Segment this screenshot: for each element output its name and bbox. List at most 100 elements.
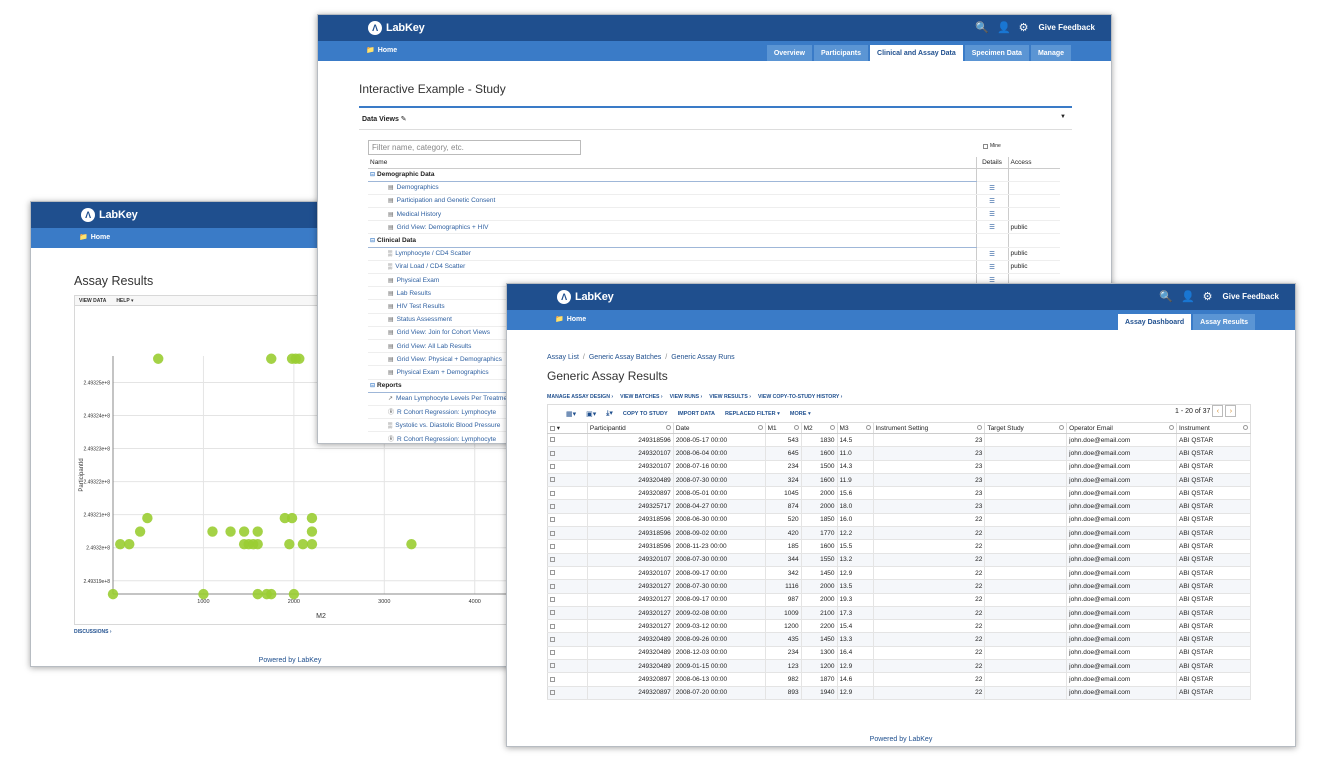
row-checkbox[interactable] <box>550 530 555 536</box>
home-link[interactable]: 📁 Home <box>366 46 397 55</box>
tab-overview[interactable]: Overview <box>766 45 812 61</box>
prev-page-button[interactable]: ‹ <box>1212 405 1224 417</box>
data-view-link[interactable]: Medical History <box>396 210 442 218</box>
row-select-cell[interactable] <box>547 513 588 528</box>
table-row[interactable]: 249325717 2008-04-27 00:00 874 2000 18.0 23 jo… <box>547 499 1251 514</box>
row-select-cell[interactable] <box>547 632 588 647</box>
breadcrumb-runs[interactable]: Generic Assay Runs <box>671 354 735 361</box>
give-feedback-link[interactable]: Give Feedback <box>1222 292 1279 301</box>
more-menu[interactable]: MORE ▾ <box>789 410 811 417</box>
details-list-icon[interactable]: ☰ <box>989 250 995 258</box>
row-checkbox[interactable] <box>550 450 555 456</box>
user-icon[interactable]: 👤 <box>996 22 1011 34</box>
table-row[interactable]: 249320897 2008-06-13 00:00 982 1870 14.6 22 jo… <box>547 672 1251 687</box>
column-header-details[interactable]: Details <box>975 157 1008 169</box>
data-view-link[interactable]: HIV Test Results <box>396 302 445 310</box>
import-data-button[interactable]: IMPORT DATA <box>677 410 715 417</box>
details-list-icon[interactable]: ☰ <box>989 224 995 232</box>
row-checkbox[interactable] <box>550 517 555 523</box>
data-view-link[interactable]: R Cohort Regression: Lymphocyte <box>397 435 497 443</box>
row-checkbox[interactable] <box>550 464 555 470</box>
row-select-cell[interactable] <box>547 672 588 687</box>
tab-clinical-and-assay-data[interactable]: Clinical and Assay Data <box>870 45 963 61</box>
details-list-icon[interactable]: ☰ <box>989 184 995 192</box>
table-row[interactable]: 249320127 2009-02-08 00:00 1009 2100 17.3 22 j… <box>547 606 1251 621</box>
filter-input[interactable]: Filter name, category, etc. <box>368 140 581 155</box>
data-view-link[interactable]: Physical Exam + Demographics <box>396 368 489 376</box>
data-view-link[interactable]: Participation and Genetic Consent <box>396 197 496 205</box>
row-checkbox[interactable] <box>550 503 555 509</box>
details-list-icon[interactable]: ☰ <box>989 277 995 285</box>
row-select-cell[interactable] <box>547 539 588 554</box>
data-view-link[interactable]: Mean Lymphocyte Levels Per Treatment <box>396 395 513 403</box>
row-checkbox[interactable] <box>550 676 555 682</box>
data-view-link[interactable]: R Cohort Regression: Lymphocyte <box>397 409 497 417</box>
row-select-cell[interactable] <box>547 593 588 607</box>
table-row[interactable]: 249320489 2009-01-15 00:00 123 1200 12.9 22 jo… <box>547 659 1251 674</box>
collapse-caret-icon[interactable]: ▼ <box>1060 114 1066 120</box>
row-checkbox[interactable] <box>550 650 555 656</box>
mine-checkbox[interactable]: Mine <box>983 143 1001 149</box>
tab-assay-dashboard[interactable]: Assay Dashboard <box>1118 314 1192 330</box>
copy-to-study-button[interactable]: COPY TO STUDY <box>622 410 668 417</box>
row-select-cell[interactable] <box>547 619 588 634</box>
data-view-link[interactable]: Lab Results <box>396 289 431 297</box>
view-results-link[interactable]: VIEW RESULTS › <box>709 394 751 400</box>
sort-filter-icon[interactable] <box>977 425 983 430</box>
row-checkbox[interactable] <box>550 477 555 483</box>
row-select-cell[interactable] <box>547 460 588 474</box>
table-row[interactable]: 249320127 2008-09-17 00:00 987 2000 19.3 22 jo… <box>547 593 1251 607</box>
details-list-icon[interactable]: ☰ <box>989 211 995 219</box>
sort-filter-icon[interactable] <box>665 425 671 430</box>
help-menu[interactable]: HELP ▾ <box>116 298 134 304</box>
column-header-instrument[interactable]: Instrument <box>1176 422 1251 434</box>
column-header-instrument-setting[interactable]: Instrument Setting <box>873 422 986 434</box>
row-select-cell[interactable] <box>547 553 588 567</box>
home-link[interactable]: 📁 Home <box>79 233 110 242</box>
sort-filter-icon[interactable] <box>829 425 835 430</box>
home-link[interactable]: 📁 Home <box>555 315 586 324</box>
data-view-link[interactable]: Grid View: All Lab Results <box>396 342 472 350</box>
grid-view-icon[interactable]: ▦▾ <box>566 410 577 418</box>
data-view-link[interactable]: Viral Load / CD4 Scatter <box>395 263 466 271</box>
gear-icon[interactable]: ⚙ <box>1202 291 1213 303</box>
table-row[interactable]: 249320107 2008-07-16 00:00 234 1500 14.3 23 jo… <box>547 460 1251 474</box>
table-row[interactable]: 249320107 2008-07-30 00:00 344 1550 13.2 22 jo… <box>547 553 1251 567</box>
row-checkbox[interactable] <box>550 437 555 443</box>
row-checkbox[interactable] <box>550 610 555 616</box>
view-batches-link[interactable]: VIEW BATCHES › <box>620 394 663 400</box>
data-views-title[interactable]: Data Views ✎ <box>362 116 407 123</box>
replaced-filter-menu[interactable]: REPLACED FILTER ▾ <box>725 410 780 417</box>
row-select-cell[interactable] <box>547 526 588 541</box>
table-row[interactable]: 249320107 2008-09-17 00:00 342 1450 12.9 22 jo… <box>547 566 1251 581</box>
tab-participants[interactable]: Participants <box>813 45 869 61</box>
row-checkbox[interactable] <box>550 570 555 576</box>
select-all-checkbox[interactable]: ▾ <box>547 422 588 434</box>
give-feedback-link[interactable]: Give Feedback <box>1038 23 1095 32</box>
collapse-minus-icon[interactable]: ⊟ <box>370 383 376 390</box>
next-page-button[interactable]: › <box>1225 405 1237 417</box>
row-select-cell[interactable] <box>547 499 588 514</box>
data-view-row[interactable]: ▤ Demographics ☰ <box>368 181 1060 195</box>
labkey-logo[interactable]: Λ LabKey <box>368 21 425 35</box>
table-row[interactable]: 249320127 2009-03-12 00:00 1200 2200 15.4 22 j… <box>547 619 1251 634</box>
row-select-cell[interactable] <box>547 659 588 674</box>
row-select-cell[interactable] <box>547 566 588 581</box>
view-copy-history-link[interactable]: VIEW COPY-TO-STUDY HISTORY › <box>757 394 843 400</box>
data-view-link[interactable]: Physical Exam <box>396 276 440 284</box>
table-row[interactable]: 249320107 2008-06-04 00:00 645 1600 11.0 23 jo… <box>547 446 1251 461</box>
table-row[interactable]: 249318596 2008-09-02 00:00 420 1770 12.2 22 jo… <box>547 526 1251 541</box>
column-header-participantid[interactable]: Participantid <box>587 422 674 434</box>
column-header-access[interactable]: Access <box>1007 157 1060 169</box>
row-checkbox[interactable] <box>550 583 555 589</box>
tab-specimen-data[interactable]: Specimen Data <box>964 45 1029 61</box>
data-view-link[interactable]: Grid View: Physical + Demographics <box>396 355 502 363</box>
row-select-cell[interactable] <box>547 473 588 488</box>
manage-assay-design-link[interactable]: MANAGE ASSAY DESIGN › <box>547 394 614 400</box>
search-icon[interactable]: 🔍 <box>1159 291 1173 303</box>
table-row[interactable]: 249320489 2008-07-30 00:00 324 1600 11.9 23 jo… <box>547 473 1251 488</box>
data-view-row[interactable]: ▒ Viral Load / CD4 Scatter ☰ public <box>368 260 1060 275</box>
row-select-cell[interactable] <box>547 486 588 501</box>
row-checkbox[interactable] <box>550 490 555 496</box>
tab-manage[interactable]: Manage <box>1030 45 1071 61</box>
